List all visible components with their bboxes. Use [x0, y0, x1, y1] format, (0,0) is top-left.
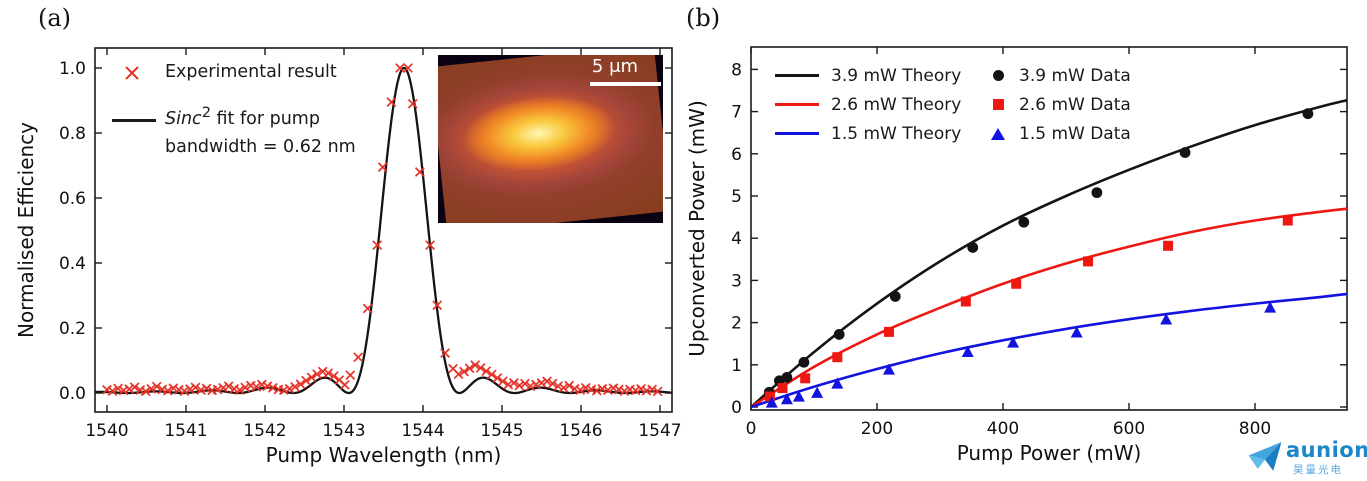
- panel-a-label: (a): [38, 4, 72, 32]
- svg-text:8: 8: [731, 60, 742, 80]
- theory-line-swatch: [775, 74, 819, 77]
- beam-profile-inset: 5 μm: [438, 55, 663, 223]
- legend-data-label: 3.9 mW Data: [1019, 65, 1131, 86]
- fit-line-swatch: [112, 119, 156, 122]
- svg-text:0.4: 0.4: [59, 254, 86, 274]
- x-marker-icon: [125, 66, 139, 80]
- legend-theory-label: 3.9 mW Theory: [831, 65, 962, 86]
- legend-row: 3.9 mW Theory 3.9 mW Data: [768, 61, 1131, 90]
- svg-text:Pump Wavelength (nm): Pump Wavelength (nm): [266, 443, 502, 467]
- scale-bar-label: 5 μm: [591, 56, 639, 77]
- svg-text:Normalised Efficiency: Normalised Efficiency: [14, 122, 38, 338]
- svg-text:Pump Power (mW): Pump Power (mW): [957, 441, 1142, 465]
- svg-text:0.8: 0.8: [59, 124, 86, 144]
- fit-label-sup: 2: [201, 104, 211, 121]
- svg-text:0: 0: [731, 398, 742, 418]
- legend-theory-label: 2.6 mW Theory: [831, 94, 962, 115]
- triangle-marker-icon: [991, 127, 1005, 140]
- panel-b-legend: 3.9 mW Theory 3.9 mW Data 2.6 mW Theory …: [768, 61, 1131, 148]
- legend-data-label: 2.6 mW Data: [1019, 94, 1131, 115]
- legend-row: 2.6 mW Theory 2.6 mW Data: [768, 90, 1131, 119]
- svg-text:3: 3: [731, 271, 742, 291]
- svg-text:1542: 1542: [243, 421, 286, 441]
- svg-text:6: 6: [731, 145, 742, 165]
- svg-text:Upconverted Power (mW): Upconverted Power (mW): [685, 100, 709, 357]
- svg-text:0.6: 0.6: [59, 189, 86, 209]
- svg-text:1547: 1547: [638, 421, 681, 441]
- svg-text:1545: 1545: [480, 421, 523, 441]
- panel-b-label: (b): [686, 4, 721, 32]
- scale-bar: [590, 82, 661, 86]
- svg-text:600: 600: [1113, 419, 1145, 439]
- svg-text:1541: 1541: [164, 421, 207, 441]
- svg-text:800: 800: [1239, 419, 1271, 439]
- svg-text:1546: 1546: [559, 421, 602, 441]
- theory-line-swatch: [775, 103, 819, 106]
- legend-a-fit-label: Sinc2 fit for pump bandwidth = 0.62 nm: [165, 99, 356, 161]
- fit-label-rest: fit for pump: [210, 108, 320, 129]
- legend-theory-label: 1.5 mW Theory: [831, 123, 962, 144]
- svg-text:1: 1: [731, 356, 742, 376]
- square-marker-icon: [992, 99, 1004, 110]
- svg-text:7: 7: [731, 103, 742, 123]
- fit-label-italic: Sinc: [165, 108, 202, 129]
- svg-text:0.2: 0.2: [59, 319, 86, 339]
- svg-text:1540: 1540: [85, 421, 128, 441]
- watermark-brand-text: aunion: [1286, 438, 1367, 462]
- svg-text:1.0: 1.0: [59, 59, 86, 79]
- circle-marker-icon: [992, 70, 1004, 81]
- legend-a-experimental-label: Experimental result: [165, 62, 337, 82]
- svg-text:4: 4: [731, 229, 742, 249]
- svg-text:0.0: 0.0: [59, 384, 86, 404]
- svg-text:2: 2: [731, 314, 742, 334]
- svg-text:200: 200: [861, 419, 893, 439]
- beam-profile-blob: [438, 55, 663, 223]
- theory-line-swatch: [775, 132, 819, 135]
- svg-text:5: 5: [731, 187, 742, 207]
- svg-text:400: 400: [987, 419, 1019, 439]
- legend-data-label: 1.5 mW Data: [1019, 123, 1131, 144]
- aunion-watermark: aunion 昊量光电: [1246, 438, 1367, 481]
- svg-text:1544: 1544: [401, 421, 444, 441]
- svg-text:0: 0: [746, 419, 757, 439]
- legend-row: 1.5 mW Theory 1.5 mW Data: [768, 119, 1131, 148]
- svg-text:1543: 1543: [322, 421, 365, 441]
- paper-plane-icon: [1248, 442, 1282, 471]
- watermark-subtext: 昊量光电: [1293, 464, 1343, 476]
- fit-label-line2: bandwidth = 0.62 nm: [165, 136, 356, 157]
